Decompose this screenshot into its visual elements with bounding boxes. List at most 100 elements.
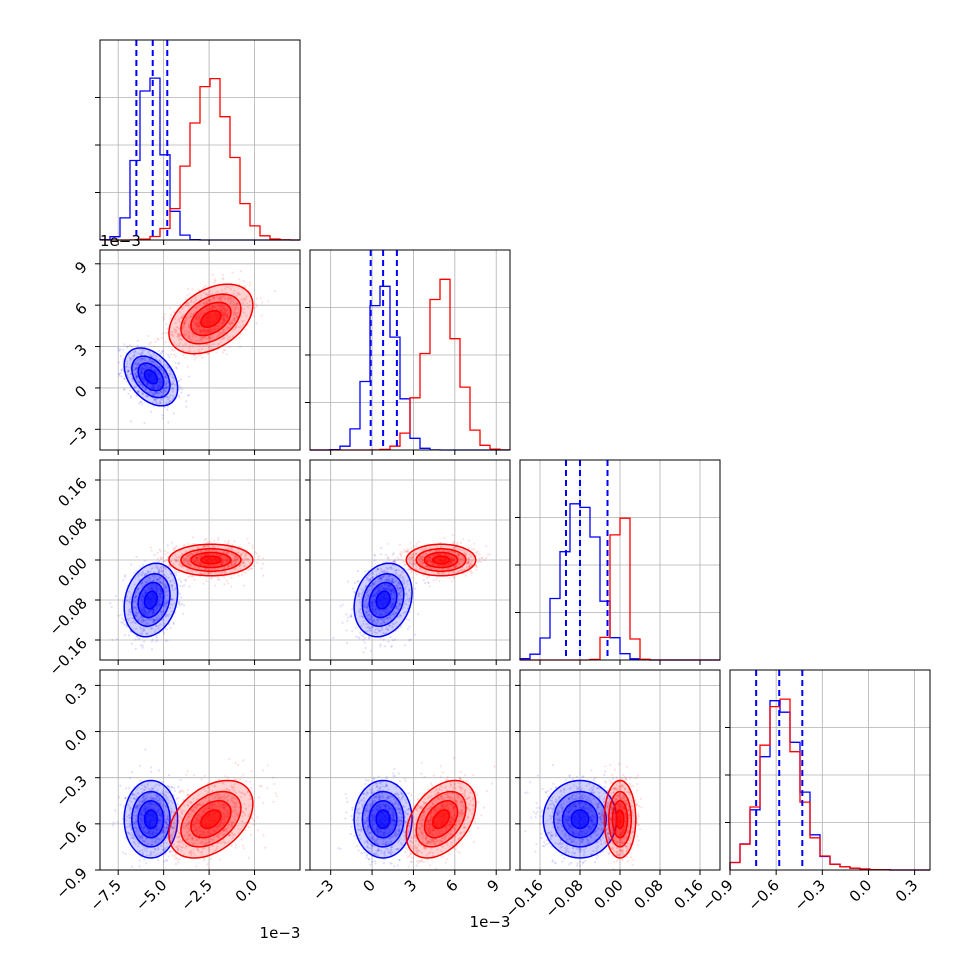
scatter-point xyxy=(220,323,223,327)
scatter-point xyxy=(406,594,409,597)
scatter-point xyxy=(223,318,226,321)
scatter-point xyxy=(387,640,390,643)
scatter-point xyxy=(209,331,212,334)
scatter-point xyxy=(157,596,161,599)
scatter-point xyxy=(149,570,152,573)
scatter-point xyxy=(374,581,377,584)
scatter-point xyxy=(220,298,223,302)
scatter-point xyxy=(213,305,216,309)
scatter-point xyxy=(379,577,382,580)
scatter-point xyxy=(233,562,237,566)
scatter-point xyxy=(211,308,214,311)
scatter-point xyxy=(256,561,259,565)
scatter-point xyxy=(135,555,138,559)
scatter-point xyxy=(138,380,141,383)
scatter-point xyxy=(150,365,153,368)
scatter-point xyxy=(136,587,139,591)
scatter-point xyxy=(195,557,198,560)
scatter-point xyxy=(179,341,182,344)
scatter-point xyxy=(476,550,479,553)
scatter-point xyxy=(210,343,213,346)
scatter-point xyxy=(448,555,451,558)
scatter-point xyxy=(226,552,229,555)
scatter-point xyxy=(135,375,138,378)
scatter-point xyxy=(126,370,129,374)
scatter-point xyxy=(151,638,154,641)
scatter-point xyxy=(134,596,137,599)
scatter-point xyxy=(226,313,229,316)
scatter-point xyxy=(389,585,392,588)
scatter-point xyxy=(155,590,158,594)
scatter-point xyxy=(144,610,147,613)
scatter-point xyxy=(161,380,164,384)
scatter-point xyxy=(151,587,154,590)
scatter-point xyxy=(215,351,218,354)
scatter-point xyxy=(372,601,375,604)
scatter-point xyxy=(383,583,386,586)
scatter-point xyxy=(244,564,247,567)
scatter-point xyxy=(349,614,352,617)
scatter-point xyxy=(143,591,147,595)
scatter-point xyxy=(194,306,197,309)
scatter-point xyxy=(144,387,147,390)
scatter-point xyxy=(202,344,205,347)
scatter-point xyxy=(204,549,207,552)
scatter-point xyxy=(146,383,149,386)
scatter-point xyxy=(412,554,415,557)
scatter-point xyxy=(203,550,206,553)
scatter-point xyxy=(234,304,238,308)
scatter-point xyxy=(141,646,144,649)
scatter-point xyxy=(144,364,147,367)
scatter-point xyxy=(226,551,229,554)
scatter-point xyxy=(402,578,405,581)
scatter-point xyxy=(242,561,245,564)
scatter-point xyxy=(210,307,213,310)
scatter-point xyxy=(240,553,243,556)
scatter-point xyxy=(143,592,147,595)
scatter-point xyxy=(156,585,159,588)
scatter-point xyxy=(468,539,471,542)
scatter-point xyxy=(369,578,372,581)
scatter-point xyxy=(235,325,238,328)
scatter-point xyxy=(381,570,384,573)
scatter-point xyxy=(177,601,181,604)
scatter-point xyxy=(137,575,140,578)
scatter-point xyxy=(405,592,408,595)
scatter-point xyxy=(165,586,168,589)
scatter-point xyxy=(405,572,408,575)
scatter-point xyxy=(150,609,153,612)
scatter-point xyxy=(145,591,148,594)
scatter-point xyxy=(217,334,220,337)
scatter-point xyxy=(379,629,382,632)
scatter-point xyxy=(374,623,377,626)
scatter-point xyxy=(142,629,145,632)
scatter-point xyxy=(165,599,168,602)
scatter-point xyxy=(143,368,146,371)
scatter-point xyxy=(199,313,202,316)
scatter-point xyxy=(185,557,188,561)
scatter-point xyxy=(145,578,148,581)
scatter-point xyxy=(451,561,454,564)
scatter-point xyxy=(204,554,207,557)
scatter-point xyxy=(406,568,410,571)
scatter-point xyxy=(166,614,170,618)
scatter-point xyxy=(198,315,201,319)
scatter-point xyxy=(175,559,178,563)
scatter-point xyxy=(179,378,182,381)
scatter-point xyxy=(219,309,222,312)
scatter-point xyxy=(175,574,178,577)
scatter-point xyxy=(367,595,370,598)
scatter-point xyxy=(371,608,374,611)
scatter-point xyxy=(239,333,242,336)
scatter-point xyxy=(157,604,160,607)
scatter-point xyxy=(403,581,406,585)
scatter-point xyxy=(207,564,210,567)
scatter-point xyxy=(221,318,224,321)
scatter-point xyxy=(202,291,205,294)
scatter-point xyxy=(220,312,224,315)
scatter-point xyxy=(202,546,205,549)
scatter-point xyxy=(156,639,159,642)
scatter-point xyxy=(138,352,141,355)
scatter-point xyxy=(168,613,171,616)
scatter-point xyxy=(227,565,230,568)
